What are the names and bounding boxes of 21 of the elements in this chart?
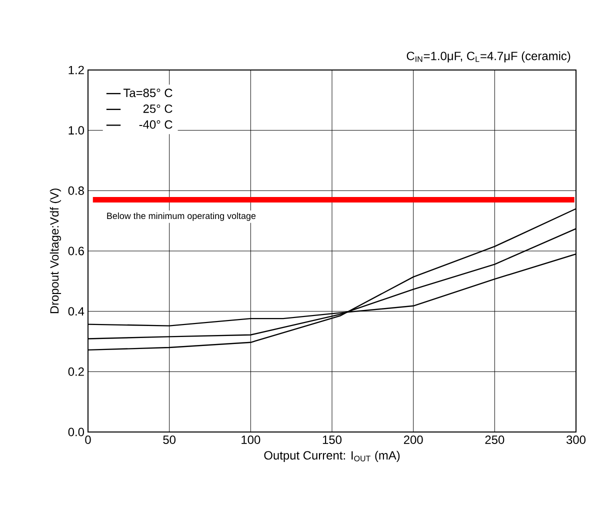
y-axis-title: Dropout Voltage:Vdf (V) [50, 188, 62, 314]
x-axis-title: Output Current: I$_{OUT}$ (mA) [264, 450, 400, 462]
y-tick-label: 0.4 [68, 307, 84, 316]
x-tick-label: 250 [485, 436, 504, 444]
chart-subtitle: C$_{IN}$=1.0μF, C$_{L}$=4.7μF (ceramic) [406, 51, 570, 63]
y-tick-label: 0.0 [68, 428, 84, 436]
legend-label: Ta=85° C [123, 88, 172, 98]
y-tick-label: 1.2 [68, 66, 84, 74]
x-tick-label: 150 [322, 436, 342, 444]
y-tick-label: 0.8 [68, 186, 84, 195]
y-tick-label: 1.0 [68, 126, 84, 135]
x-tick-label: 100 [242, 436, 260, 444]
x-tick-label: 200 [404, 436, 423, 444]
x-tick-label: 300 [566, 436, 586, 444]
ref-line-label: Below the minimum operating voltage [107, 212, 256, 221]
legend-label: 25° C [143, 104, 172, 113]
x-tick-label: 0 [85, 436, 91, 444]
y-tick-label: 0.6 [68, 246, 84, 256]
x-tick-label: 50 [163, 436, 176, 444]
legend-label: -40° C [139, 120, 172, 129]
y-tick-label: 0.2 [68, 367, 84, 376]
